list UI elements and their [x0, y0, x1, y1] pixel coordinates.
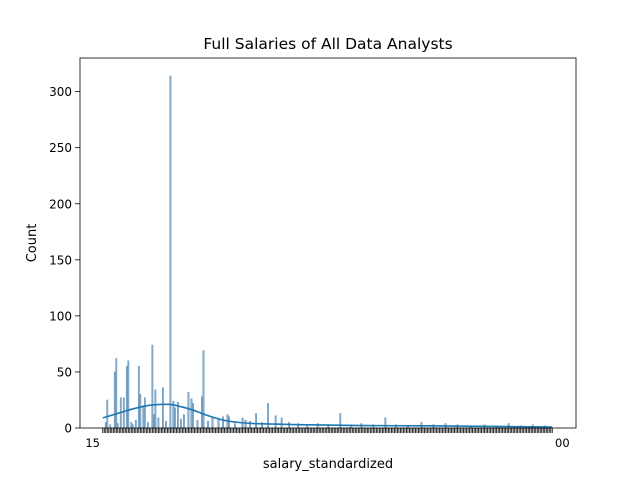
histogram-bar: [255, 413, 257, 429]
plot-frame: [79, 57, 577, 429]
histogram-bar: [211, 416, 214, 429]
y-tick-label: 250: [49, 141, 72, 155]
histogram-bar: [130, 422, 133, 429]
y-tick-label: 200: [49, 197, 72, 211]
histogram-bar: [125, 366, 128, 429]
histogram-bar: [146, 422, 149, 429]
histogram-bars: [104, 75, 546, 429]
y-axis-label: Count: [25, 224, 40, 263]
histogram-bar: [122, 397, 125, 429]
histogram-bar: [104, 422, 107, 429]
histogram-bar: [202, 350, 205, 429]
histogram-bar: [113, 371, 116, 429]
histogram-bar: [228, 416, 230, 429]
histogram-bar: [131, 424, 134, 429]
y-tick-label: 150: [49, 253, 72, 267]
x-tick-label-last: 00: [555, 436, 570, 450]
axes-frame: [79, 57, 577, 429]
histogram-bar: [183, 414, 185, 429]
histogram-bar: [162, 387, 164, 429]
x-tick-label-first: 15: [85, 436, 100, 450]
histogram-bar: [187, 391, 190, 429]
histogram-bar: [280, 417, 283, 429]
x-axis-ticks: 15 00: [85, 428, 570, 450]
histogram-bar: [139, 394, 142, 429]
chart-title: Full Salaries of All Data Analysts: [203, 35, 452, 53]
histogram-bar: [106, 399, 109, 429]
x-axis-label: salary_standardized: [263, 457, 393, 472]
histogram-bar: [115, 358, 118, 429]
histogram-bar: [134, 419, 137, 429]
histogram-bar: [190, 398, 193, 429]
histogram-bar: [152, 414, 155, 429]
histogram-bar: [244, 419, 247, 429]
histogram-bar: [180, 418, 182, 429]
histogram-bar: [196, 419, 199, 429]
kde-curve: [102, 403, 553, 428]
histogram-bar: [137, 366, 140, 429]
histogram-bar: [234, 423, 236, 429]
histogram-bar: [143, 397, 146, 429]
histogram-bar: [274, 415, 277, 429]
y-axis: 0 50 100 150 200 250 300: [49, 85, 80, 436]
y-tick-label: 300: [49, 85, 72, 99]
histogram-bar: [249, 421, 251, 429]
histogram-bar: [384, 417, 387, 429]
histogram-bar: [165, 421, 167, 429]
histogram-bar: [157, 417, 160, 429]
histogram-bar: [207, 421, 209, 429]
histogram-bar: [154, 389, 157, 429]
y-tick-label: 0: [64, 422, 72, 436]
histogram-bar: [201, 396, 203, 429]
histogram-bar: [109, 424, 112, 429]
histogram-bar: [174, 407, 176, 429]
histogram-bar: [142, 405, 145, 429]
histogram-bar: [222, 416, 224, 429]
histogram-bar: [116, 423, 119, 429]
histogram-bar: [127, 360, 130, 429]
y-tick-label: 50: [57, 365, 72, 379]
histogram-bar: [151, 344, 154, 429]
histogram-bar: [192, 403, 194, 429]
y-tick-label: 100: [49, 309, 72, 323]
histogram-bar: [169, 75, 172, 429]
